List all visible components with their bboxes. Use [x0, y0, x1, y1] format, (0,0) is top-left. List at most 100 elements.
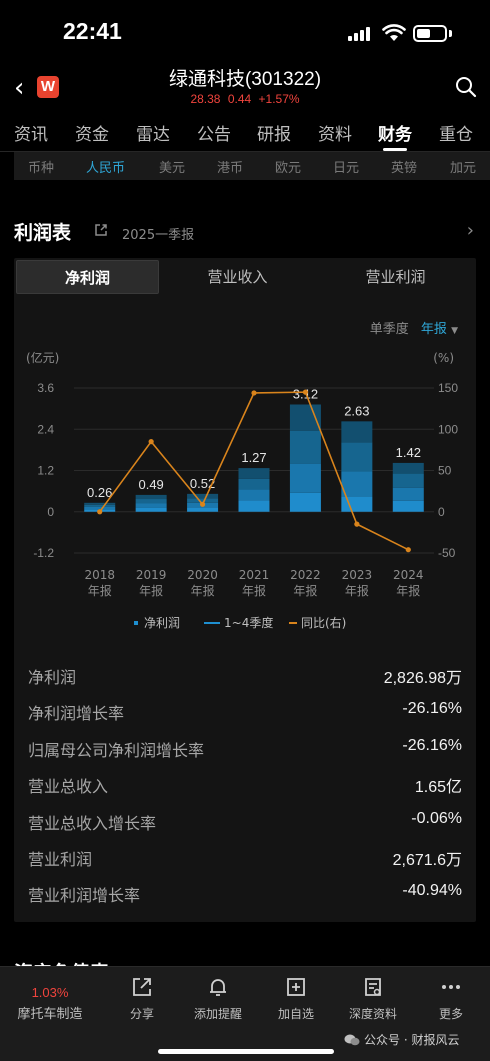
back-icon[interactable]: ‹ — [14, 73, 25, 103]
currency-label: 币种 — [28, 161, 55, 176]
currency-jpy[interactable]: 日元 — [333, 161, 360, 176]
share-button[interactable]: 分享 — [106, 975, 178, 1022]
tab-funds[interactable]: 资金 — [75, 125, 109, 145]
tab-financials[interactable]: 财务 — [378, 125, 412, 145]
bar-quarter-segment — [238, 489, 270, 501]
bar-quarter-segment — [392, 487, 424, 501]
x-tick-label: 2020 — [187, 568, 218, 582]
chevron-right-icon[interactable]: › — [466, 220, 474, 241]
bar-quarter-segment — [187, 493, 219, 499]
caret-down-icon[interactable]: ▼ — [451, 326, 458, 336]
y-tick-right: 100 — [438, 422, 458, 436]
bar-quarter-segment — [238, 478, 270, 490]
metric-row: 净利润增长率 -26.16% — [14, 694, 476, 730]
bar-quarter-segment — [289, 463, 321, 493]
metric-row: 归属母公司净利润增长率 -26.16% — [14, 731, 476, 767]
x-tick-label: 年报 — [139, 583, 163, 598]
x-tick-label: 2023 — [342, 568, 373, 582]
more-button[interactable]: 更多 — [415, 975, 487, 1022]
bar-quarter-segment — [341, 496, 373, 512]
add-watchlist-button[interactable]: 加自选 — [260, 975, 332, 1022]
bar-quarter-segment — [289, 492, 321, 512]
bar-quarter-segment — [341, 421, 373, 443]
currency-cny[interactable]: 人民币 — [86, 161, 126, 176]
currency-gbp[interactable]: 英镑 — [391, 161, 418, 176]
income-statement-header[interactable]: 利润表 2025一季报 › — [14, 216, 476, 246]
yoy-point — [97, 509, 103, 515]
metric-label: 归属母公司净利润增长率 — [28, 740, 205, 760]
tab-profile[interactable]: 资料 — [318, 125, 352, 145]
bar-quarter-segment — [84, 502, 116, 505]
tab-holdings[interactable]: 重仓 — [439, 125, 473, 145]
legend-label: 净利润 — [144, 616, 180, 630]
metric-value: -26.16% — [402, 736, 462, 754]
freq-annual[interactable]: 年报 — [420, 322, 447, 337]
in-depth-data-button[interactable]: 深度资料 — [337, 975, 409, 1022]
document-icon — [365, 978, 381, 996]
metric-value: -26.16% — [402, 700, 462, 718]
section-title: 利润表 — [14, 222, 72, 244]
share-icon — [133, 978, 151, 996]
stock-price: 28.38 — [190, 92, 221, 106]
app-logo[interactable]: W — [37, 76, 59, 98]
segment-operating-profit[interactable]: 营业利润 — [365, 268, 426, 286]
stock-header: ‹ W 绿通科技(301322) 28.38 0.44 +1.57% — [0, 62, 490, 112]
x-tick-label: 2022 — [290, 568, 321, 582]
bar-value-label: 0.49 — [138, 477, 163, 492]
currency-hkd[interactable]: 港币 — [217, 161, 244, 176]
yoy-point — [302, 389, 309, 395]
bar-quarter-segment — [392, 500, 424, 512]
tab-news[interactable]: 资讯 — [14, 125, 48, 145]
metric-value: -40.94% — [402, 882, 462, 900]
freq-quarterly[interactable]: 单季度 — [369, 322, 409, 337]
bar-quarter-segment — [392, 473, 424, 488]
metric-label: 营业利润 — [28, 849, 93, 869]
currency-cad[interactable]: 加元 — [450, 161, 477, 176]
sector-indicator[interactable]: 1.03% 摩托车制造 — [0, 985, 100, 1022]
x-tick-label: 年报 — [345, 583, 369, 598]
legend-swatch-net-profit — [134, 621, 138, 625]
main-tabs: 资讯 资金 雷达 公告 研报 资料 财务 重仓 — [0, 112, 490, 152]
metric-label: 营业总收入 — [28, 777, 109, 797]
home-indicator — [158, 1049, 334, 1054]
battery-icon — [413, 25, 447, 42]
segment-net-profit[interactable]: 净利润 — [16, 260, 159, 294]
more-label: 更多 — [438, 1007, 463, 1021]
status-time: 22:41 — [63, 18, 122, 44]
x-tick-label: 2024 — [393, 568, 424, 582]
x-tick-label: 2019 — [136, 568, 167, 582]
bar-quarter-segment — [392, 462, 424, 474]
y-tick-right: 150 — [438, 381, 458, 395]
search-icon[interactable] — [455, 76, 477, 98]
legend-label: 1~4季度 — [224, 615, 273, 630]
bar-value-label: 0.26 — [87, 485, 112, 500]
tab-research[interactable]: 研报 — [257, 125, 291, 145]
bar-value-label: 2.63 — [344, 403, 369, 418]
sector-name: 摩托车制造 — [17, 1007, 83, 1022]
stock-quote: 28.38 0.44 +1.57% — [0, 92, 490, 106]
bar-quarter-segment — [238, 500, 270, 512]
y-tick-right: 0 — [438, 505, 445, 519]
segment-revenue[interactable]: 营业收入 — [207, 268, 268, 286]
income-panel: 净利润 营业收入 营业利润 单季度 年报 ▼ (亿元) (%) 3.6 2.4 1.2 0… — [14, 258, 476, 922]
currency-selector: 币种 人民币 美元 港币 欧元 日元 英镑 加元 — [14, 152, 490, 180]
y-tick-left: 2.4 — [37, 422, 54, 436]
tab-radar[interactable]: 雷达 — [136, 125, 170, 145]
bar-quarter-segment — [135, 503, 167, 508]
add-alert-button[interactable]: 添加提醒 — [182, 975, 254, 1022]
frequency-selector: 单季度 年报 ▼ — [370, 318, 458, 337]
y-tick-right: 50 — [438, 464, 452, 478]
y-tick-right: -50 — [438, 546, 456, 560]
status-bar: 22:41 — [0, 0, 490, 62]
currency-usd[interactable]: 美元 — [159, 161, 186, 176]
share-icon[interactable] — [94, 223, 108, 237]
legend-label: 同比(右) — [301, 615, 346, 630]
stock-title: 绿通科技(301322) — [168, 69, 322, 90]
wechat-icon — [344, 1034, 360, 1045]
metric-label: 净利润 — [28, 668, 77, 687]
currency-eur[interactable]: 欧元 — [275, 161, 302, 176]
metric-label: 营业利润增长率 — [28, 886, 141, 906]
y-tick-left: -1.2 — [33, 546, 54, 560]
tab-announcements[interactable]: 公告 — [197, 125, 231, 145]
y-tick-left: 0 — [47, 505, 54, 519]
